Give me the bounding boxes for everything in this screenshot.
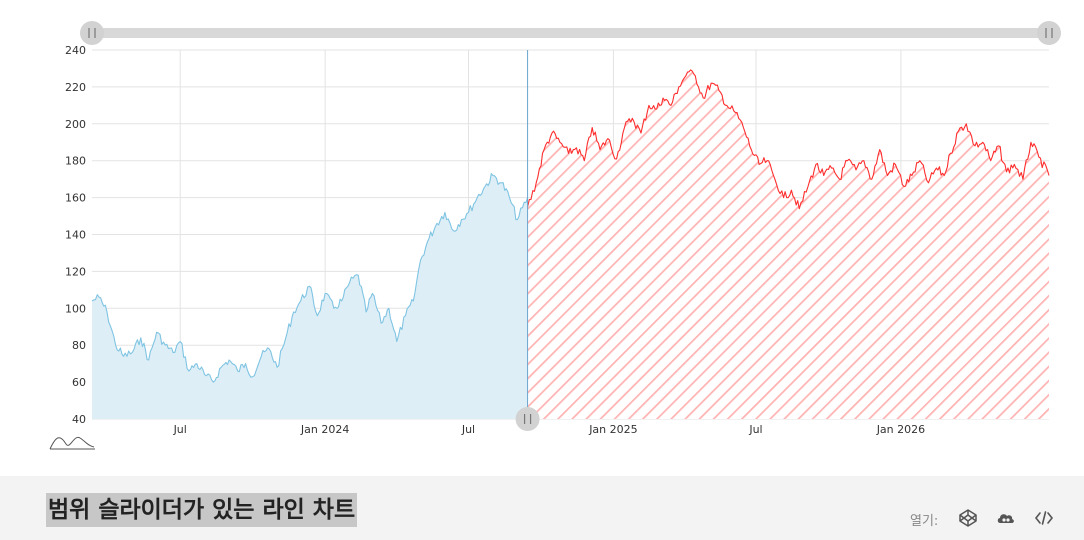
series-area-1 bbox=[527, 69, 1049, 420]
series-line-0 bbox=[91, 173, 529, 383]
range-slider-track[interactable] bbox=[92, 28, 1049, 38]
y-tick-label: 200 bbox=[65, 118, 86, 131]
y-tick-label: 220 bbox=[65, 81, 86, 94]
y-tick-label: 80 bbox=[72, 339, 86, 352]
codepen-icon[interactable] bbox=[958, 508, 978, 528]
x-tick-label: Jan 2024 bbox=[300, 423, 349, 436]
y-tick-label: 160 bbox=[65, 192, 86, 205]
y-tick-label: 120 bbox=[65, 265, 86, 278]
open-label: 열기: bbox=[910, 514, 939, 529]
chart: 40 60 80 100 120 140 160 180 200 220 240 Jul Jan 202… bbox=[49, 21, 1061, 450]
y-tick-label: 180 bbox=[65, 155, 86, 168]
series-lines bbox=[91, 69, 1050, 383]
series-areas bbox=[92, 69, 1049, 420]
x-tick-label: Jan 2025 bbox=[588, 423, 637, 436]
x-tick-label: Jul bbox=[173, 423, 187, 436]
footer: 범위 슬라이더가 있는 라인 차트 열기: bbox=[0, 476, 1084, 540]
sparkline-icon bbox=[49, 436, 95, 450]
y-tick-label: 100 bbox=[65, 302, 86, 315]
range-slider-right-handle[interactable] bbox=[1037, 21, 1061, 45]
series-area-0 bbox=[92, 173, 528, 419]
range-slider-left-handle[interactable] bbox=[80, 21, 104, 45]
jsfiddle-icon[interactable] bbox=[996, 508, 1016, 528]
y-tick-label: 240 bbox=[65, 44, 86, 57]
y-tick-label: 140 bbox=[65, 229, 86, 242]
split-handle[interactable] bbox=[515, 407, 540, 431]
code-icon[interactable] bbox=[1034, 508, 1054, 528]
y-tick-label: 60 bbox=[72, 376, 86, 389]
y-tick-label: 40 bbox=[72, 413, 86, 426]
series-line-1 bbox=[527, 69, 1050, 210]
axes: 40 60 80 100 120 140 160 180 200 220 240 Jul Jan 202… bbox=[65, 44, 925, 436]
x-tick-label: Jul bbox=[461, 423, 475, 436]
page-title: 범위 슬라이더가 있는 라인 차트 bbox=[46, 493, 358, 527]
x-tick-label: Jul bbox=[748, 423, 762, 436]
x-tick-label: Jan 2026 bbox=[876, 423, 925, 436]
